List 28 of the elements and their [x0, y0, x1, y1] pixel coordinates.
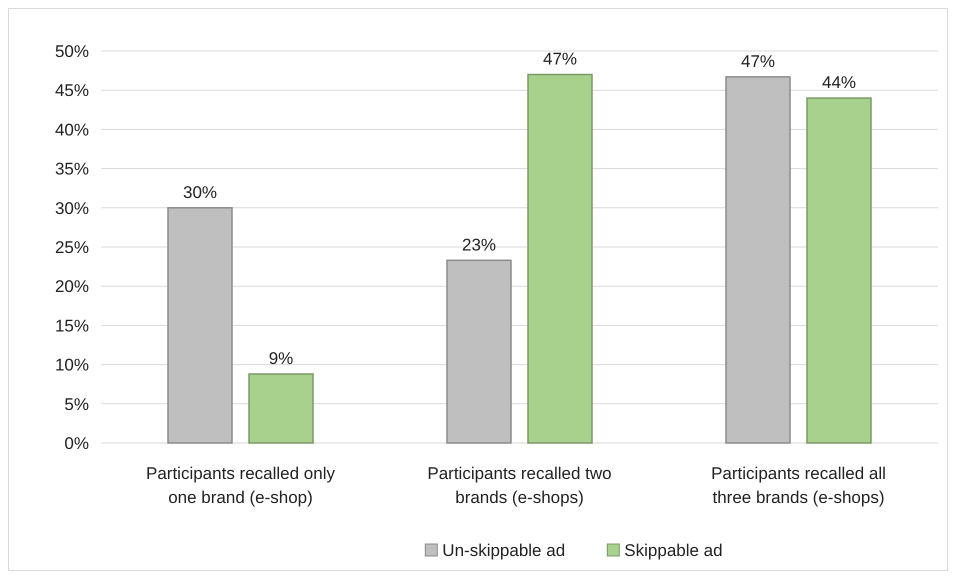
data-label: 47%: [542, 50, 578, 69]
y-tick-label: 25%: [54, 238, 89, 257]
data-label: 44%: [822, 73, 856, 92]
y-tick-label: 5%: [64, 394, 89, 414]
y-tick-label: 10%: [54, 356, 89, 375]
bar: [806, 97, 872, 444]
y-tick-label: 20%: [54, 277, 89, 296]
bar: [248, 373, 314, 444]
data-label: 23%: [462, 235, 496, 254]
y-tick-label: 40%: [54, 120, 89, 140]
y-tick-label: 0%: [64, 434, 89, 453]
data-label: 9%: [268, 349, 294, 368]
y-tick-label: 15%: [54, 316, 89, 336]
y-tick-label: 30%: [54, 198, 89, 218]
x-tick-label: Participants recalled two brands (e-shops): [427, 464, 612, 507]
data-label: 30%: [182, 182, 218, 202]
legend-label: Skippable ad: [624, 540, 723, 560]
x-tick-label: Participants recalled only one brand (e-shop): [146, 464, 336, 507]
bar: [167, 207, 233, 444]
y-tick-label: 45%: [54, 81, 89, 100]
bar: [725, 76, 791, 444]
bar: [446, 260, 512, 444]
legend-label: Un-skippable ad: [442, 540, 566, 560]
x-tick-label: Participants recalled all three brands (e-shops): [711, 464, 886, 507]
y-tick-label: 35%: [54, 160, 89, 179]
data-label: 47%: [740, 52, 776, 71]
bar: [527, 74, 593, 444]
y-tick-label: 50%: [54, 42, 89, 61]
